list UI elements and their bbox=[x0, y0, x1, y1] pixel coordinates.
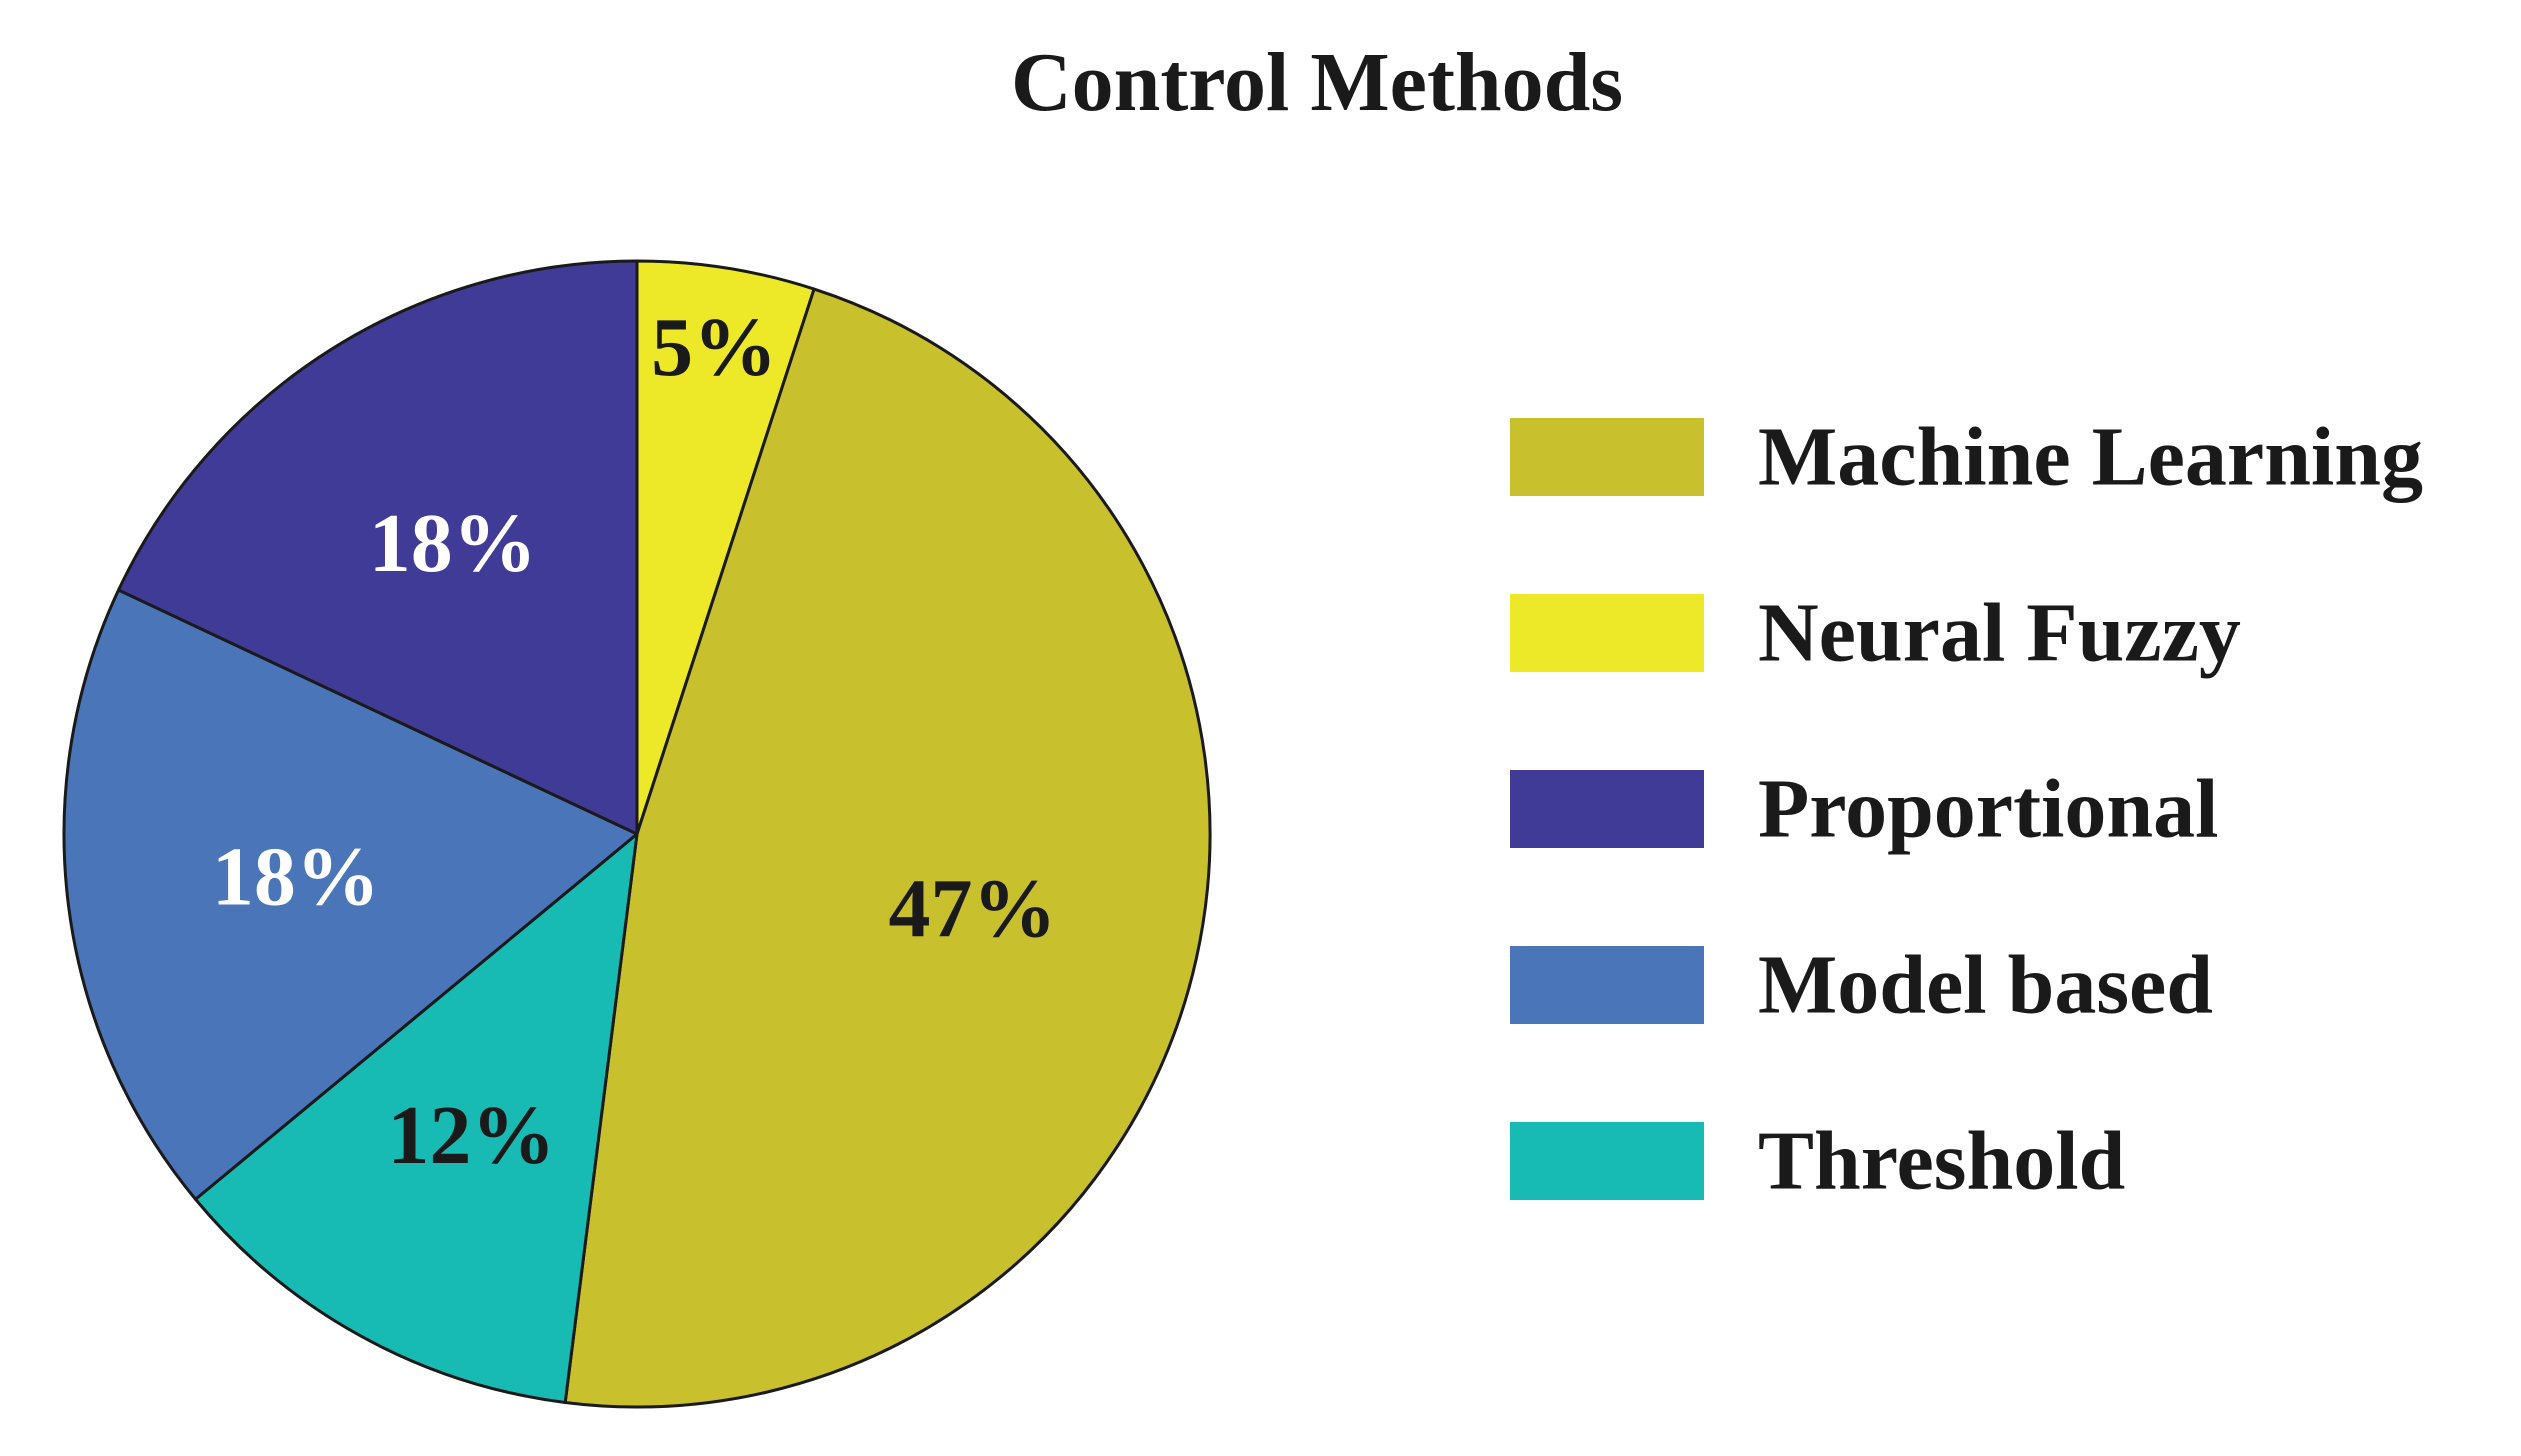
legend-label-proportional: Proportional bbox=[1758, 763, 2218, 856]
pie-slice-threshold bbox=[194, 832, 639, 1404]
pie-slice-proportional bbox=[117, 259, 639, 836]
pie-slices bbox=[62, 259, 1212, 1409]
legend-swatch-threshold bbox=[1510, 1122, 1704, 1200]
legend-label-model-based: Model based bbox=[1758, 939, 2213, 1032]
slice-value-label-threshold: 12% bbox=[387, 1089, 555, 1182]
legend: Machine Learning Neural Fuzzy Proportional… bbox=[1510, 411, 2423, 1208]
slice-value-label-neural-fuzzy: 5% bbox=[651, 301, 777, 394]
legend-swatch-model-based bbox=[1510, 946, 1704, 1024]
legend-swatch-machine-learning bbox=[1510, 418, 1704, 496]
chart-title: Control Methods bbox=[1011, 36, 1623, 129]
pie-slice-neural-fuzzy bbox=[635, 259, 816, 836]
legend-swatch-neural-fuzzy bbox=[1510, 594, 1704, 672]
legend-label-neural-fuzzy: Neural Fuzzy bbox=[1758, 587, 2241, 680]
slice-value-label-machine-learning: 47% bbox=[889, 863, 1057, 956]
pie-slice-labels: 5% 47% 12% 18% 18% bbox=[212, 301, 1057, 1182]
legend-label-machine-learning: Machine Learning bbox=[1758, 411, 2423, 504]
legend-label-threshold: Threshold bbox=[1758, 1115, 2125, 1208]
slice-value-label-model-based: 18% bbox=[212, 831, 380, 924]
legend-swatch-proportional bbox=[1510, 770, 1704, 848]
pie-slice-model-based bbox=[62, 588, 639, 1201]
pie-slice-machine-learning bbox=[563, 287, 1212, 1409]
slice-value-label-proportional: 18% bbox=[369, 497, 537, 590]
